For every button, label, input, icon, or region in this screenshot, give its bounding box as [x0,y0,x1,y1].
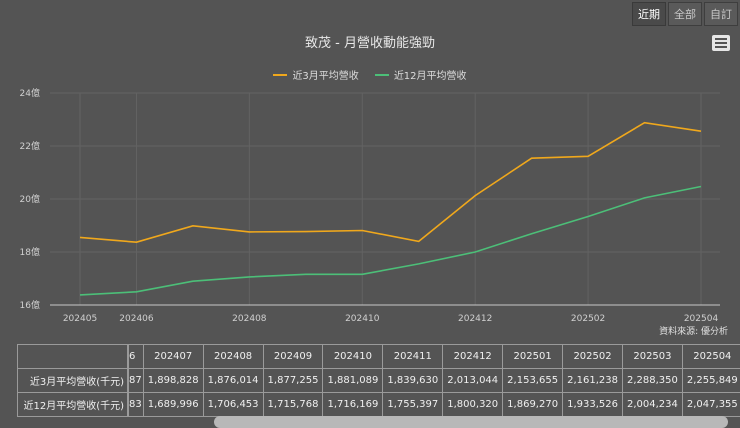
table-cell: 1,933,526 [562,392,623,417]
legend-swatch-12m [374,73,389,76]
column-header: 202502 [562,344,623,369]
column-header: 202503 [621,344,683,369]
table-cell: 1,706,453 [202,392,264,417]
y-tick-label: 22億 [20,140,40,152]
table-row-headers: 近3月平均營收(千元) 近12月平均營收(千元) [17,344,129,417]
table-cell: 2,047,355 [681,392,740,417]
range-button-group: 近期 全部 自訂 [630,2,738,26]
table-horizontal-scrollbar[interactable] [214,416,728,428]
chart-series [79,121,702,296]
x-tick-label: 202504 [684,314,719,324]
legend-swatch-3m [273,73,288,76]
range-recent-button[interactable]: 近期 [632,2,666,26]
row-label-3m: 近3月平均營收(千元) [17,368,129,393]
table-cell: 1,876,014 [202,368,264,393]
y-tick-label: 18億 [20,246,40,258]
y-tick-label: 24億 [20,87,40,99]
data-source-label: 資料來源: 優分析 [659,327,728,337]
partial-cell: 83 [127,392,144,417]
partial-header-cell: 6 [127,344,144,369]
y-axis: 16億 18億 20億 22億 24億 [20,87,40,311]
table-cell: 1,800,320 [442,392,504,417]
table-cell: 1,839,630 [382,368,444,393]
column-header: 202407 [142,344,204,369]
x-axis: 202405 202406 202408 202410 202412 202502 2025… [50,304,720,324]
series-line-12m[interactable] [79,185,702,296]
table-cell: 1,689,996 [142,392,204,417]
table-cell: 1,877,255 [262,368,324,393]
x-tick-label: 202502 [571,314,605,324]
x-tick-label: 202408 [232,314,267,324]
table-cell: 1,869,270 [502,392,564,417]
series-line-3m[interactable] [79,121,702,244]
partial-cell: 87 [127,368,144,393]
chart-grid [50,92,720,305]
table-cell: 2,255,849 [681,368,740,393]
column-header: 202410 [322,344,384,369]
table-header-row: 6 202407 202408 202409 202410 202411 202412 20… [127,344,740,369]
table-cell: 2,004,234 [621,392,683,417]
range-custom-button[interactable]: 自訂 [704,2,738,26]
table-cell: 1,716,169 [322,392,384,417]
legend-item-3m[interactable]: 近3月平均營收 [273,67,359,82]
table-cell: 2,013,044 [442,368,504,393]
table-cell: 2,153,655 [502,368,564,393]
x-tick-label: 202412 [458,314,492,324]
chart-legend: 近3月平均營收 近12月平均營收 [0,67,740,82]
table-cell: 1,715,768 [262,392,324,417]
row-label-12m: 近12月平均營收(千元) [17,392,129,417]
legend-label-3m: 近3月平均營收 [292,71,359,82]
column-header: 202409 [262,344,324,369]
column-header: 202412 [442,344,504,369]
x-tick-label: 202406 [119,314,154,324]
column-header: 202501 [502,344,564,369]
legend-label-12m: 近12月平均營收 [393,71,467,82]
y-tick-label: 20億 [20,193,40,205]
column-header: 202504 [681,344,740,369]
legend-item-12m[interactable]: 近12月平均營收 [374,67,467,82]
table-cell: 2,161,238 [562,368,623,393]
column-header: 202411 [382,344,444,369]
range-all-button[interactable]: 全部 [668,2,702,26]
x-tick-label: 202410 [345,314,380,324]
chart-title: 致茂 - 月營收動能強勁 [305,36,435,51]
table-row: 87 1,898,828 1,876,014 1,877,255 1,881,089 1… [127,368,740,393]
line-chart: 16億 18億 20億 22億 24億 202405 202406 202408 202410… [20,87,720,324]
column-header: 202408 [202,344,264,369]
table-cell: 2,288,350 [621,368,683,393]
table-cell: 1,898,828 [142,368,204,393]
hamburger-menu-icon[interactable] [712,35,730,51]
x-tick-label: 202405 [63,314,97,324]
y-tick-label: 16億 [20,299,40,311]
table-row: 83 1,689,996 1,706,453 1,715,768 1,716,169 1… [127,392,740,417]
table-corner-cell [17,344,129,369]
table-cell: 1,755,397 [382,392,444,417]
table-cell: 1,881,089 [322,368,384,393]
revenue-table: 6 202407 202408 202409 202410 202411 202412 20… [127,344,740,417]
